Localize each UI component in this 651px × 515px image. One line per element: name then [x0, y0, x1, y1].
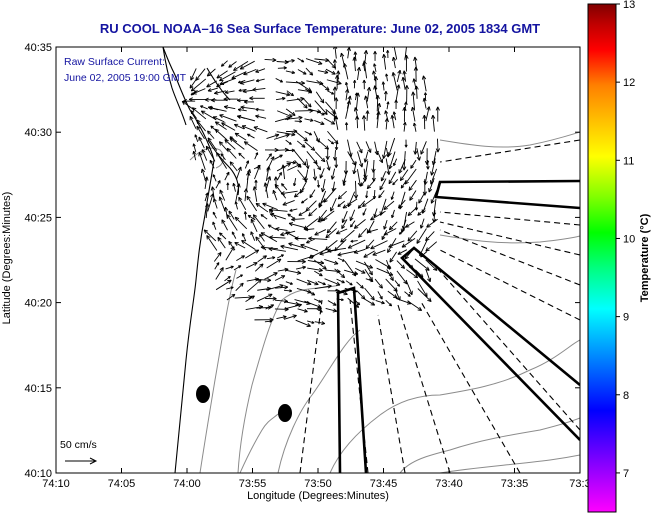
x-tick-label: 74:05	[108, 478, 136, 490]
scale-arrow	[65, 457, 98, 465]
plot-frame	[55, 46, 581, 474]
island-marker	[196, 385, 210, 403]
current-label-line1: Raw Surface Current:	[64, 56, 165, 68]
x-tick-label: 73:35	[501, 478, 529, 490]
current-label-line2: June 02, 2005 19:00 GMT	[64, 72, 186, 84]
y-axis-label: Latitude (Degrees:Minutes)	[1, 192, 13, 325]
colorbar-tick-label: 8	[623, 390, 629, 402]
y-tick-label: 40:25	[24, 212, 52, 224]
x-tick-label: 73:3	[569, 478, 590, 490]
y-tick-label: 40:10	[24, 468, 52, 480]
x-tick-label: 73:50	[304, 478, 332, 490]
y-axis-ticks: 40:35 40:30 40:25 40:20 40:15 40:10	[24, 42, 580, 480]
bathymetry-contours	[189, 131, 580, 473]
radar-sector-lines	[299, 139, 580, 473]
current-vectors	[181, 47, 441, 327]
coastline	[162, 47, 240, 473]
island-marker	[278, 404, 292, 422]
colorbar-tick-label: 9	[623, 312, 629, 324]
colorbar-tick-label: 10	[623, 233, 635, 245]
x-axis-label: Longitude (Degrees:Minutes)	[247, 490, 389, 502]
colorbar-tick-label: 12	[623, 77, 635, 89]
y-tick-label: 40:35	[24, 42, 52, 54]
y-tick-label: 40:15	[24, 383, 52, 395]
x-tick-label: 74:00	[173, 478, 201, 490]
colorbar-tick-label: 13	[623, 0, 635, 11]
y-tick-label: 40:20	[24, 298, 52, 310]
x-tick-label: 73:45	[370, 478, 398, 490]
x-tick-label: 74:10	[42, 478, 70, 490]
radar-sector-outlines	[336, 179, 580, 473]
colorbar-tick-label: 7	[623, 468, 629, 480]
colorbar	[587, 3, 617, 513]
colorbar-label: Temperature (°C)	[639, 213, 651, 302]
x-axis-ticks: 74:10 74:05 74:00 73:55 73:50 73:45 73:40 73:35…	[42, 47, 591, 490]
map-title: RU COOL NOAA–16 Sea Surface Temperature:…	[99, 21, 541, 36]
x-tick-label: 73:55	[239, 478, 267, 490]
scale-label: 50 cm/s	[60, 439, 97, 451]
x-tick-label: 73:40	[435, 478, 463, 490]
y-tick-label: 40:30	[24, 127, 52, 139]
colorbar-ticks: 13 12 11 10 9 8 7	[616, 0, 635, 480]
colorbar-tick-label: 11	[623, 155, 634, 167]
